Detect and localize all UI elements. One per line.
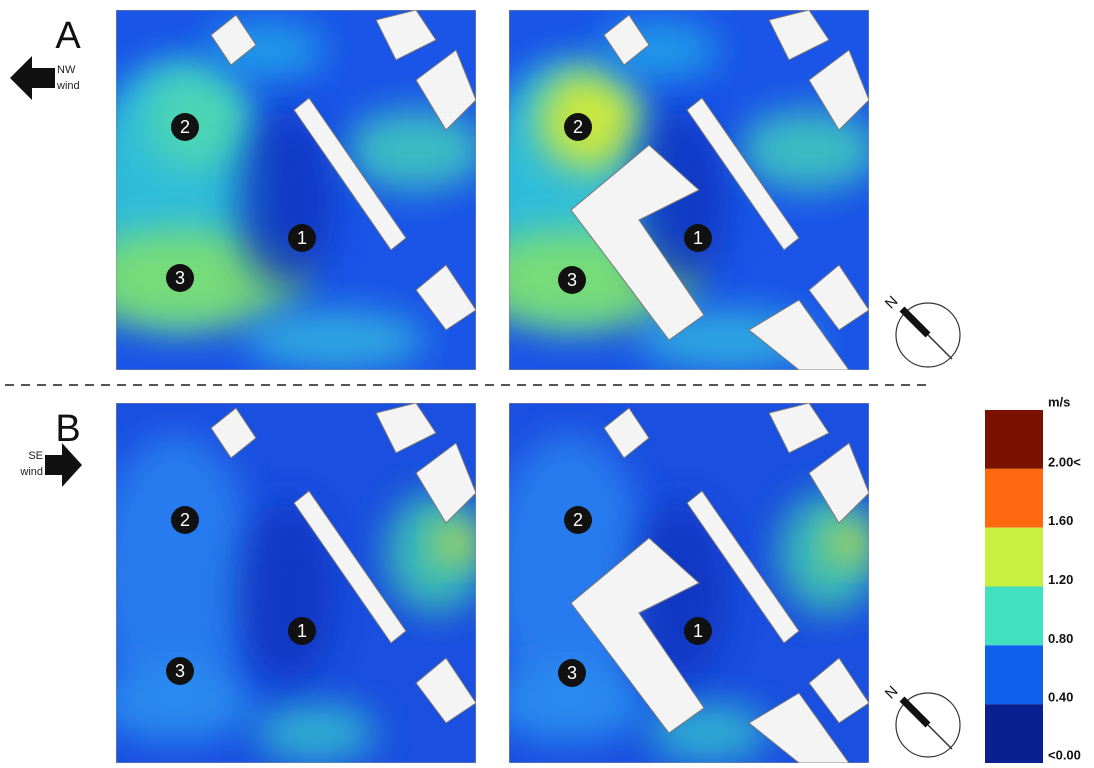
marker-label: 1 [297, 621, 307, 641]
marker-label: 3 [567, 270, 577, 290]
legend-label: <0.00 [1048, 747, 1081, 762]
compass: N [882, 683, 960, 757]
flow-map: 2 1 3 [489, 403, 879, 763]
compass-label: N [882, 293, 902, 313]
figure: A NW wind 2 1 3 2 1 3 N B SE wind 2 1 3 2 1 3 Nm/s 2.00< 1.60… [0, 0, 1094, 763]
velocity-zone [739, 110, 879, 190]
legend-label: 1.60 [1048, 513, 1073, 528]
wind-arrow [10, 56, 55, 100]
legend-band [985, 587, 1043, 646]
marker-label: 3 [567, 663, 577, 683]
legend-band [985, 645, 1043, 704]
section-label: A [55, 15, 81, 57]
marker-label: 3 [175, 661, 185, 681]
velocity-zone [436, 523, 476, 563]
legend-band [985, 528, 1043, 587]
velocity-zone [829, 523, 869, 563]
marker-label: 2 [573, 510, 583, 530]
velocity-zone [256, 703, 376, 763]
legend-label: 1.20 [1048, 572, 1073, 587]
legend-band [985, 410, 1043, 469]
flow-map: 2 1 3 [66, 10, 486, 370]
flow-map: 2 1 3 [96, 403, 486, 763]
marker-label: 1 [693, 228, 703, 248]
wind-word: wind [19, 466, 43, 478]
compass-label: N [882, 683, 902, 703]
compass: N [882, 293, 960, 367]
legend-unit: m/s [1048, 394, 1070, 409]
legend-label: 0.40 [1048, 690, 1073, 705]
wind-direction: NW [57, 64, 76, 76]
wind-word: wind [56, 80, 80, 92]
legend-label: 0.80 [1048, 631, 1073, 646]
velocity-zone [246, 310, 426, 370]
marker-label: 2 [573, 117, 583, 137]
wind-direction: SE [28, 450, 43, 462]
flow-map: 2 1 3 [459, 10, 879, 370]
marker-label: 1 [297, 228, 307, 248]
legend-label: 2.00< [1048, 454, 1081, 469]
legend-band [985, 704, 1043, 763]
legend-band [985, 469, 1043, 528]
section-label: B [55, 408, 80, 450]
marker-label: 2 [180, 117, 190, 137]
velocity-zone [346, 110, 486, 190]
marker-label: 2 [180, 510, 190, 530]
marker-label: 3 [175, 268, 185, 288]
marker-label: 1 [693, 621, 703, 641]
